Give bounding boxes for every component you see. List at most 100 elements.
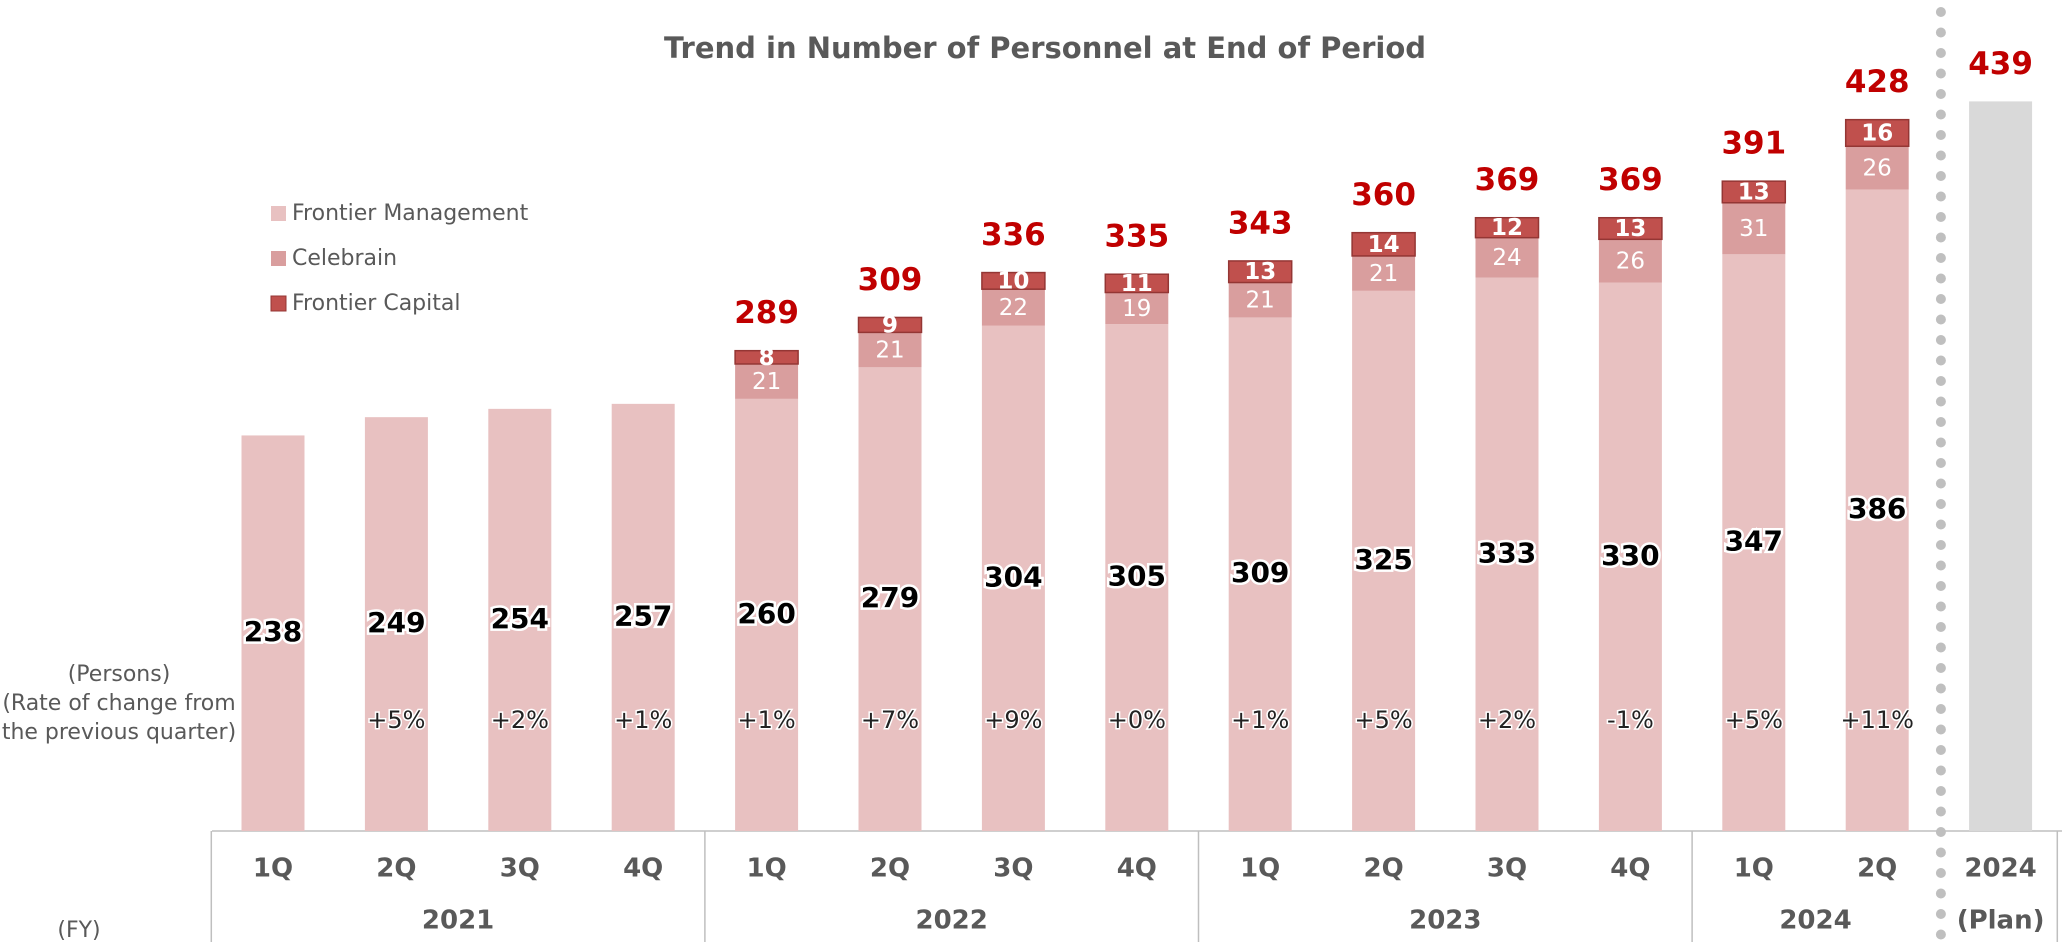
bar-segment [734,349,799,365]
segment-label: 325 [1354,543,1412,576]
dotted-separator [1935,150,1946,161]
dotted-separator [1935,827,1946,837]
x-tick-label: 1Q [746,854,786,884]
change-label: +5% [367,706,425,734]
bar-segment [981,289,1045,326]
bar-segment [1105,292,1169,325]
x-tick-label: 2Q [1857,854,1897,884]
bar-segment [1475,277,1539,832]
y-axis-label: the previous quarter) [2,720,236,745]
dotted-separator [1935,7,1946,17]
x-tick-label: 2Q [1363,854,1403,884]
bar-segment [735,363,799,399]
segment-label: 10 [997,268,1029,294]
bar-segment [1352,255,1416,291]
change-label: +5% [1725,706,1783,734]
dotted-separator [1935,745,1946,755]
segment-label: 26 [1863,155,1892,181]
bar-segment [1228,317,1292,831]
segment-label: 260 [737,597,795,630]
segment-label: 386 [1848,492,1906,525]
bar-segment [981,271,1046,290]
legend-swatch [270,295,287,312]
bar-segment [1722,202,1786,255]
legend-swatch [271,251,286,266]
segment-label: 12 [1491,215,1523,241]
bar-segment [1228,282,1292,318]
bar-segment [1722,254,1786,831]
segment-label: 21 [1369,261,1398,287]
year-label: (Plan) [1957,906,2045,936]
dotted-separator [1935,417,1946,427]
total-label: 369 [1475,162,1540,198]
dotted-separator [1935,273,1946,284]
chart-title: Trend in Number of Personnel at End of P… [664,31,1426,65]
segment-label: 16 [1861,120,1893,146]
change-label: +2% [491,706,549,734]
bar-segment [1351,231,1416,257]
x-tick-label: 1Q [1240,854,1280,884]
year-label: 2023 [1409,906,1481,936]
segment-label: 330 [1601,539,1659,572]
dotted-separator [1935,581,1946,591]
total-label: 360 [1351,177,1416,213]
x-tick-label: 1Q [253,854,293,884]
change-label: -1% [1607,706,1654,734]
dotted-separator [1935,540,1946,550]
dotted-separator [1935,232,1946,243]
change-label: +5% [1355,706,1413,734]
dotted-separator [1935,806,1946,817]
x-tick-label: 4Q [1117,854,1157,884]
bar-segment [364,417,428,831]
bar-segment [858,332,922,368]
dotted-separator [1935,683,1946,694]
x-tick-label: 4Q [623,854,663,884]
year-label: 2021 [422,906,494,936]
legend-swatch [271,206,286,221]
x-tick-label: 3Q [993,854,1033,884]
segment-label: 333 [1478,536,1536,569]
dotted-separator [1935,458,1946,468]
segment-label: 21 [1246,287,1275,313]
segment-label: 19 [1122,296,1151,322]
bar-segment [1475,237,1539,278]
segment-label: 13 [1738,179,1770,205]
total-label: 335 [1104,219,1169,255]
bar-segment [1844,118,1910,148]
dotted-separator [1935,437,1946,448]
dotted-separator [1935,48,1946,58]
dotted-separator [1935,89,1946,99]
bar-segment [1598,282,1662,831]
segment-label: 11 [1121,271,1153,297]
dotted-separator [1935,642,1946,653]
segment-label: 254 [491,602,549,635]
bar-segment [1474,216,1540,239]
dotted-separator [1935,704,1946,714]
bar-segment [1598,239,1662,283]
change-label: +7% [861,706,919,734]
bar-segment [858,367,922,831]
dotted-separator [1935,171,1946,181]
segment-label: 304 [984,560,1042,593]
change-label: +1% [738,706,796,734]
x-axis-label: (FY) [57,918,100,942]
dotted-separator [1935,601,1946,612]
change-label: +11% [1840,706,1913,734]
total-label: 289 [734,295,799,331]
dotted-separator [1935,847,1946,858]
segment-label: 26 [1616,248,1645,274]
year-label: 2024 [1779,906,1851,936]
dotted-separator [1935,909,1946,919]
total-label: 439 [1968,46,2033,82]
bar-segment [1721,180,1787,204]
x-tick-label: 2Q [870,854,910,884]
dotted-separator [1935,294,1946,304]
x-tick-label: 2Q [376,854,416,884]
bar-segment [1227,260,1293,284]
change-label: +9% [984,706,1042,734]
segment-label: 347 [1725,525,1783,558]
dotted-separator [1935,355,1946,366]
segment-label: 305 [1108,560,1166,593]
dotted-separator [1935,478,1946,489]
